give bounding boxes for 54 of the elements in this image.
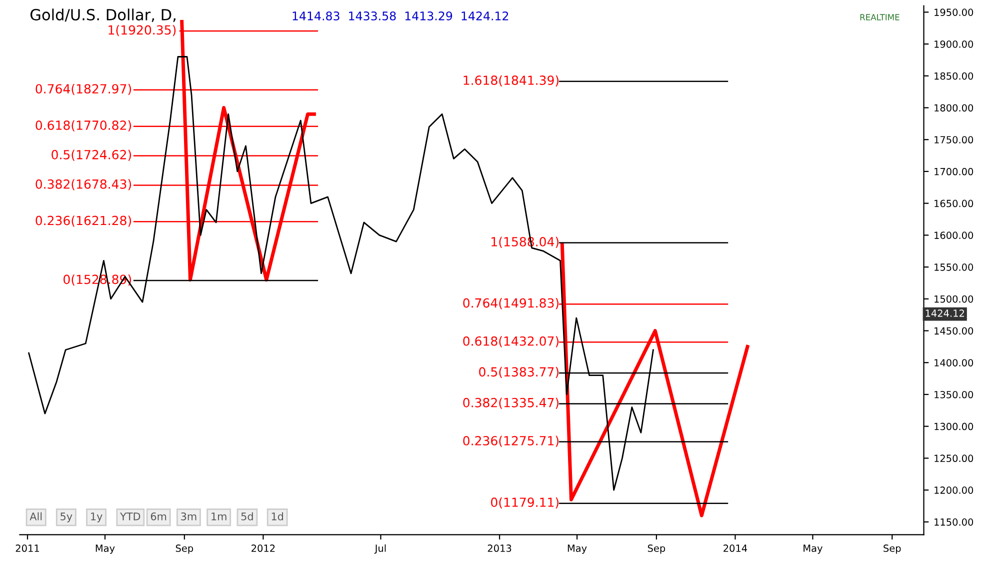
y-tick-label: 1600.00: [934, 232, 974, 239]
annotation: 0(1179.11): [491, 497, 559, 508]
y-tick-label: 1200.00: [934, 486, 974, 494]
annotation: 6m: [150, 512, 166, 520]
y-tick-label: 1750.00: [934, 136, 974, 144]
annotation: 1.618(1841.39): [464, 75, 559, 86]
annotation: 0.5(1383.77): [479, 366, 559, 378]
x-tick-label: Jul: [374, 544, 386, 554]
annotation: All: [30, 512, 42, 520]
y-tick-label: 1550.00: [934, 264, 974, 271]
annotation: 0.382(1678.43): [36, 179, 132, 190]
y-tick-label: 1300.00: [934, 422, 974, 430]
x-tick-label: Sep: [884, 544, 901, 554]
x-tick-label: 2012: [252, 544, 275, 552]
text: 1424.12: [926, 310, 964, 317]
annotation: REALTIME: [860, 14, 900, 20]
annotation: YTD: [120, 512, 140, 520]
annotation: 0.764(1491.83): [463, 298, 559, 310]
annotation: 5y: [60, 512, 72, 522]
annotation: 1d: [272, 512, 284, 520]
annotation: 0.618(1432.07): [463, 336, 559, 348]
annotation: 1(1920.35): [108, 25, 176, 36]
y-tick-label: 1150.00: [934, 518, 974, 526]
annotation: 0.236(1275.71): [463, 436, 559, 447]
x-tick-label: 2011: [16, 544, 39, 552]
x-tick-label: 2014: [724, 544, 748, 552]
annotation: 0.618(1770.82): [36, 120, 132, 132]
chart-subtitle: 1414.83 1433.58 1413.29 1424.12: [292, 11, 508, 20]
annotation: 0.5(1724.62): [52, 150, 132, 161]
annotation: 0.236(1621.28): [36, 216, 132, 227]
y-tick-label: 1650.00: [934, 200, 974, 208]
x-tick-label: Sep: [176, 544, 194, 554]
y-tick-label: 1500.00: [934, 295, 974, 303]
y-tick-label: 1850.00: [934, 72, 974, 80]
annotation: 0.764(1827.97): [36, 84, 132, 96]
y-tick-label: 1700.00: [934, 168, 974, 176]
x-tick-label: May: [96, 544, 115, 554]
y-tick-label: 1450.00: [934, 327, 974, 335]
y-tick-label: 1900.00: [934, 40, 974, 48]
x-tick-label: May: [804, 544, 822, 554]
annotation: 1m: [212, 512, 226, 520]
annotation: 5d: [241, 512, 253, 520]
x-tick-label: 2013: [488, 544, 512, 552]
y-tick-label: 1800.00: [934, 104, 974, 112]
y-tick-label: 1950.00: [934, 8, 974, 16]
annotation: 3m: [181, 512, 196, 520]
annotation: 1y: [91, 512, 102, 522]
chart-title: Gold/U.S. Dollar, D,: [30, 8, 176, 22]
x-tick-label: Sep: [648, 544, 666, 554]
y-tick-label: 1250.00: [934, 454, 974, 462]
y-tick-label: 1400.00: [934, 359, 974, 366]
x-tick-label: May: [568, 544, 587, 554]
y-tick-label: 1350.00: [934, 390, 974, 398]
annotation: 0.382(1335.47): [463, 398, 559, 409]
